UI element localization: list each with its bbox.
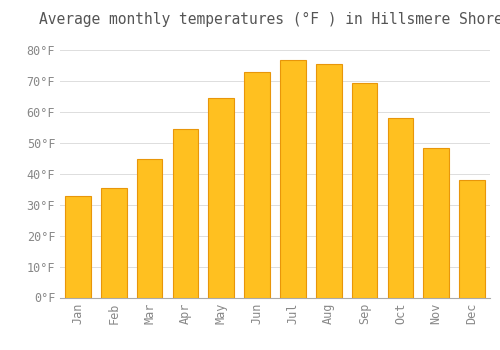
Title: Average monthly temperatures (°F ) in Hillsmere Shores: Average monthly temperatures (°F ) in Hi… (39, 12, 500, 27)
Bar (244, 72, 270, 298)
Bar (424, 148, 449, 298)
Bar (208, 98, 234, 298)
Bar (65, 196, 91, 298)
Bar (172, 129, 199, 298)
Bar (280, 60, 306, 298)
Bar (459, 180, 485, 298)
Bar (101, 188, 126, 298)
Bar (388, 118, 413, 298)
Bar (352, 83, 378, 298)
Bar (316, 64, 342, 298)
Bar (136, 159, 162, 298)
